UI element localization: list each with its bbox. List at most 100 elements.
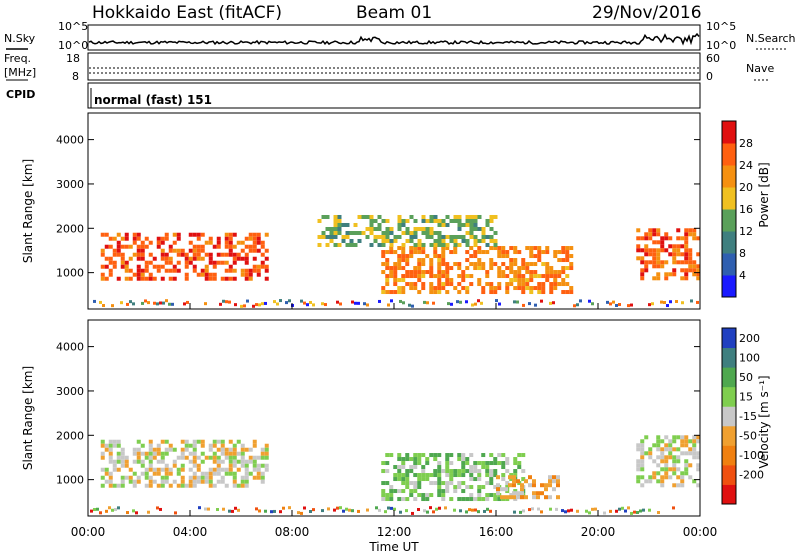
- velocity-cell: [336, 506, 339, 510]
- velocity-cell: [309, 510, 312, 514]
- velocity-cell: [192, 475, 197, 480]
- velocity-cell: [387, 506, 390, 510]
- velocity-cell: [212, 439, 217, 444]
- power-cell: [680, 260, 685, 265]
- velocity-cell: [594, 507, 597, 511]
- power-cell: [457, 262, 462, 267]
- power-cell: [256, 264, 261, 269]
- power-cell: [317, 242, 322, 247]
- velocity-cell: [208, 471, 213, 476]
- velocity-cell: [244, 471, 249, 476]
- velocity-cell: [120, 475, 125, 480]
- velocity-cell: [244, 459, 249, 464]
- power-cell: [525, 282, 530, 287]
- power-cell: [120, 252, 125, 257]
- power-cell: [457, 282, 462, 287]
- velocity-cell: [216, 439, 221, 444]
- power-cell: [469, 230, 474, 235]
- power-cell: [437, 242, 442, 247]
- power-cell: [684, 236, 689, 241]
- power-cell: [453, 286, 458, 291]
- velocity-cell: [465, 461, 470, 466]
- velocity-cell: [397, 465, 402, 470]
- power-cell: [477, 214, 482, 219]
- power-cell: [457, 274, 462, 279]
- power-cell: [397, 290, 402, 295]
- velocity-cell: [660, 467, 665, 472]
- power-cell: [141, 301, 144, 305]
- power-cell: [128, 256, 133, 261]
- power-cell: [485, 222, 490, 227]
- velocity-cell: [505, 461, 510, 466]
- power-cell: [171, 302, 174, 306]
- velocity-cell: [672, 447, 677, 452]
- velocity-cell: [405, 469, 410, 474]
- velocity-cell: [640, 483, 645, 488]
- power-cell: [393, 270, 398, 275]
- power-cell: [684, 252, 689, 257]
- power-cell: [389, 242, 394, 247]
- power-cell: [517, 250, 522, 255]
- velocity-cell: [501, 453, 506, 458]
- velocity-cell: [180, 467, 185, 472]
- velocity-cell: [437, 453, 442, 458]
- power-cell: [636, 244, 641, 249]
- power-cell: [497, 270, 502, 275]
- power-cell: [421, 250, 426, 255]
- power-cell: [680, 276, 685, 281]
- velocity-cell: [156, 459, 161, 464]
- power-cell: [469, 246, 474, 251]
- velocity-cell: [112, 467, 117, 472]
- power-cell: [489, 226, 494, 231]
- power-cell: [465, 230, 470, 235]
- velocity-cell: [570, 508, 573, 512]
- power-cell: [688, 256, 693, 261]
- power-cell: [401, 230, 406, 235]
- velocity-cell: [116, 459, 121, 464]
- power-cell: [473, 222, 478, 227]
- power-cell: [457, 242, 462, 247]
- velocity-cell: [252, 439, 257, 444]
- power-cell: [333, 234, 338, 239]
- velocity-cell: [421, 469, 426, 474]
- power-cell: [437, 254, 442, 259]
- power-cell: [129, 300, 132, 304]
- power-cell: [273, 300, 276, 304]
- power-cell: [493, 290, 498, 295]
- velocity-cell: [128, 475, 133, 480]
- power-cell: [561, 258, 566, 263]
- velocity-cell: [234, 506, 237, 510]
- velocity-cell: [656, 463, 661, 468]
- power-cell: [553, 274, 558, 279]
- velocity-cell: [192, 459, 197, 464]
- velocity-cell: [184, 483, 189, 488]
- power-cell: [437, 238, 442, 243]
- power-cell: [441, 262, 446, 267]
- velocity-cell: [585, 509, 588, 513]
- velocity-cell: [437, 493, 442, 498]
- velocity-cell: [532, 483, 536, 488]
- velocity-cell: [252, 467, 257, 472]
- velocity-cell: [640, 475, 645, 480]
- power-cell: [357, 238, 362, 243]
- velocity-cell: [433, 473, 438, 478]
- velocity-cell: [237, 508, 240, 512]
- velocity-cell: [409, 481, 414, 486]
- power-cell: [473, 238, 478, 243]
- power-cell: [513, 278, 518, 283]
- velocity-cell: [409, 457, 414, 462]
- velocity-cell: [648, 508, 651, 512]
- power-cell: [405, 262, 410, 267]
- velocity-cell: [120, 463, 125, 468]
- power-cell: [333, 218, 338, 223]
- power-cell: [224, 268, 229, 273]
- power-cell: [377, 234, 382, 239]
- power-cell: [244, 244, 249, 249]
- power-cell: [405, 254, 410, 259]
- power-cell: [156, 268, 161, 273]
- power-cell: [228, 252, 233, 257]
- power-cell: [545, 274, 550, 279]
- velocity-cell: [481, 497, 486, 502]
- velocity-cell: [264, 455, 269, 460]
- power-cell: [445, 282, 450, 287]
